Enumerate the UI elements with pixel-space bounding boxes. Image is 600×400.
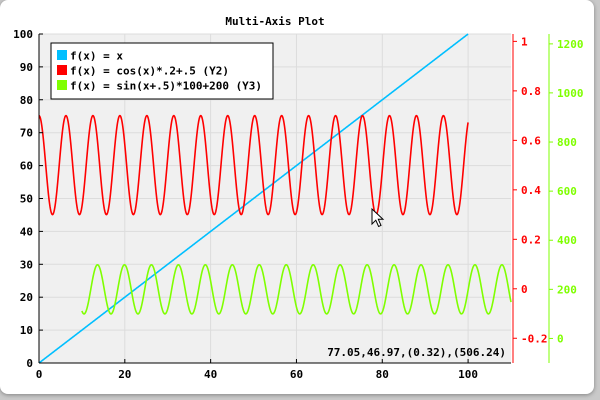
y2-tick-label: 1 (521, 35, 528, 48)
legend-swatch (57, 80, 67, 90)
y3-tick-label: 0 (557, 332, 564, 345)
y3-tick-label: 600 (557, 185, 577, 198)
y1-tick-label: 50 (20, 193, 33, 206)
y3-tick-label: 400 (557, 234, 577, 247)
plot-window: 0 20 40 60 80 100 0 10 20 30 40 50 60 70 80 90 100 -0.2 0 0… (0, 0, 594, 394)
multi-axis-chart[interactable]: 0 20 40 60 80 1000102030405060708090100-0.200… (0, 0, 594, 394)
x-tick-label: 60 (290, 368, 303, 381)
cursor-readout: 77.05,46.97,(0.32),(506.24) (327, 346, 506, 359)
x-tick-label: 40 (204, 368, 217, 381)
y2-tick-label: 0.2 (521, 233, 541, 246)
legend-box (50, 42, 274, 100)
y2-tick-label: 0.6 (521, 134, 541, 147)
x-tick-label: 80 (376, 368, 389, 381)
y2-tick-label: 0 (521, 283, 528, 296)
y1-tick-label: 20 (20, 291, 33, 304)
y1-tick-label: 60 (20, 160, 33, 173)
y1-tick-label: 80 (20, 94, 33, 107)
legend-swatch (57, 65, 67, 75)
x-tick-label: 20 (118, 368, 131, 381)
y3-tick-label: 1000 (557, 87, 584, 100)
legend-entry: f(x) = x (70, 50, 123, 63)
mouse-cursor-icon (371, 207, 385, 228)
x-tick-label: 100 (458, 368, 478, 381)
legend-entry: f(x) = sin(x+.5)*100+200 (Y3) (70, 80, 262, 93)
axes: 0 20 40 60 80 1000102030405060708090100-0.200… (13, 28, 583, 381)
series-layer (38, 33, 512, 364)
series-line-2 (38, 114, 469, 216)
series-line-3 (81, 263, 512, 315)
y3-tick-label: 200 (557, 283, 577, 296)
y3-tick-label: 1200 (557, 38, 584, 51)
series-line-1 (38, 33, 469, 364)
y1-tick-label: 90 (20, 61, 33, 74)
y2-tick-label: 0.4 (521, 184, 541, 197)
x-tick-label: 0 (36, 368, 43, 381)
y1-tick-label: 10 (20, 324, 33, 337)
legend-entry: f(x) = cos(x)*.2+.5 (Y2) (70, 65, 229, 78)
y2-tick-label: -0.2 (521, 332, 548, 345)
legend: f(x) = x f(x) = cos(x)*.2+.5 (Y2) f(x) = s… (50, 42, 274, 100)
chart-title: Multi-Axis Plot (225, 15, 324, 28)
y2-tick-label: 0.8 (521, 85, 541, 98)
y1-tick-label: 100 (13, 28, 33, 41)
y1-tick-label: 40 (20, 225, 33, 238)
y1-tick-label: 70 (20, 127, 33, 140)
y1-tick-label: 0 (26, 357, 33, 370)
y3-tick-label: 800 (557, 136, 577, 149)
legend-swatch (57, 50, 67, 60)
y1-tick-label: 30 (20, 258, 33, 271)
